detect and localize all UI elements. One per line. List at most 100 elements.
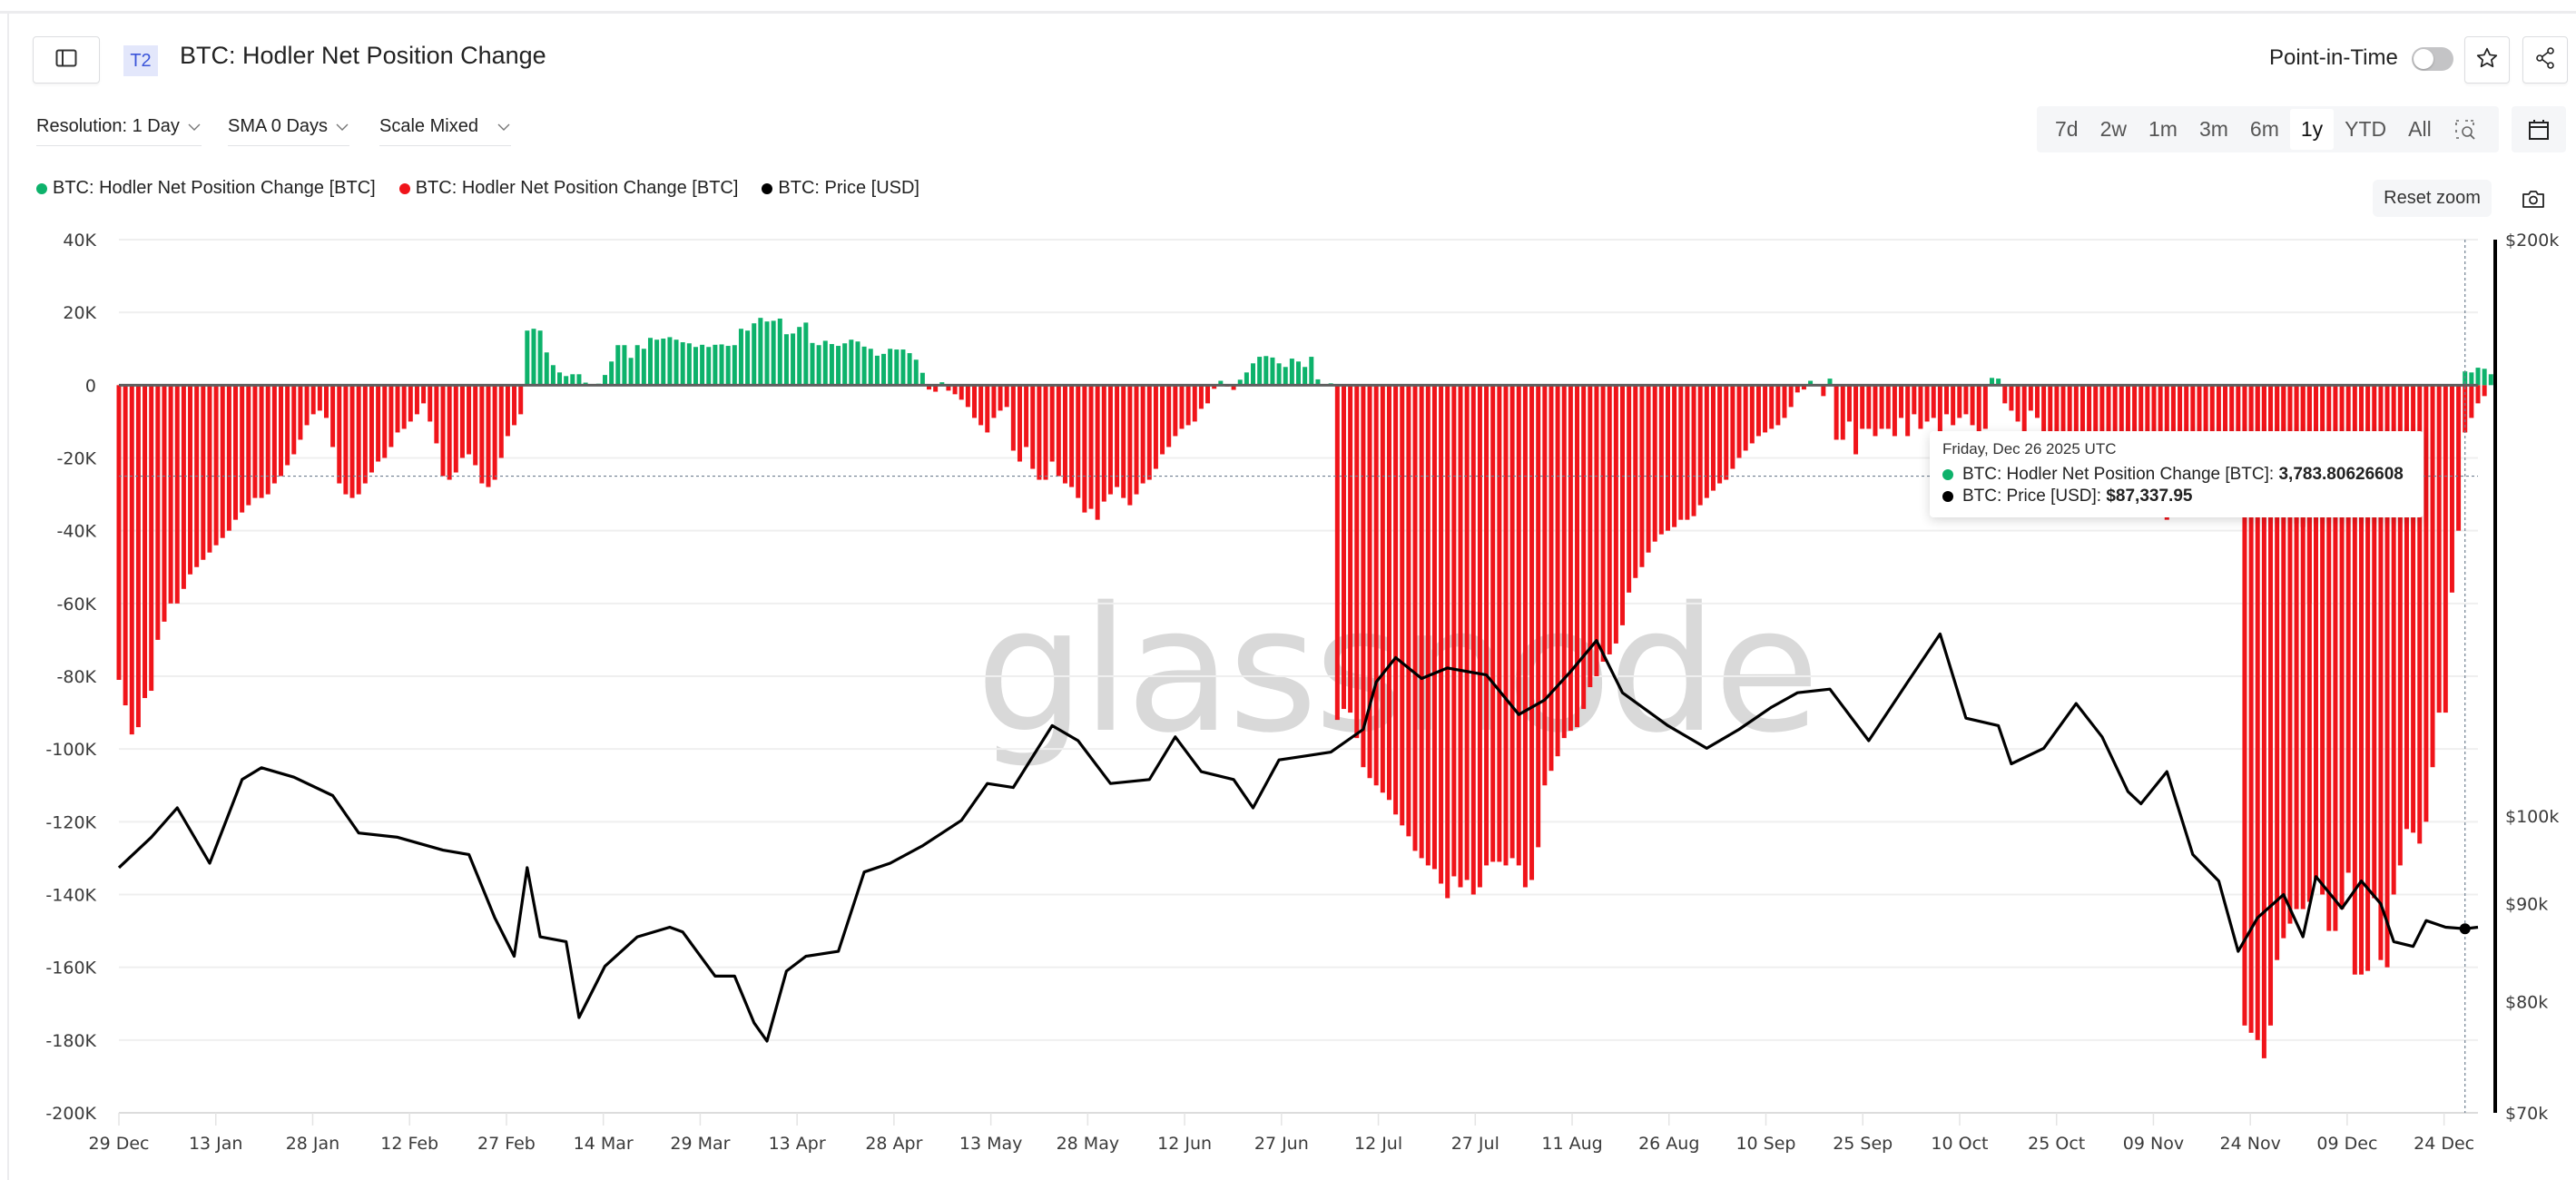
point-in-time-toggle[interactable] [2412, 47, 2453, 71]
svg-text:-120K: -120K [45, 812, 96, 832]
star-icon [2475, 46, 2499, 74]
calendar-icon [2529, 119, 2549, 140]
share-icon [2534, 46, 2556, 74]
point-in-time-label: Point-in-Time [2269, 45, 2398, 70]
red-dot-icon [398, 182, 410, 194]
screenshot-button[interactable] [2520, 185, 2547, 212]
left-border [7, 13, 9, 1180]
price-line [117, 632, 2479, 1043]
zoom-select-button[interactable] [2443, 109, 2488, 150]
svg-text:-40K: -40K [57, 522, 97, 542]
chevron-down-icon [188, 123, 201, 131]
right-y-axis: $200k $100k $90k $80k $70k [2505, 231, 2559, 1124]
svg-text:26 Aug: 26 Aug [1638, 1134, 1699, 1154]
tooltip-row-price: BTC: Price [USD]: $87,337.95 [1942, 486, 2411, 507]
resolution-label: Resolution: 1 Day [36, 116, 180, 136]
black-dot-icon [1942, 491, 1953, 502]
share-button[interactable] [2522, 36, 2568, 84]
svg-text:0: 0 [85, 376, 96, 396]
svg-text:09 Dec: 09 Dec [2316, 1134, 2377, 1154]
svg-text:-60K: -60K [57, 595, 97, 615]
svg-text:27 Jun: 27 Jun [1254, 1134, 1309, 1154]
svg-text:12 Jun: 12 Jun [1157, 1134, 1212, 1154]
svg-text:25 Sep: 25 Sep [1833, 1134, 1893, 1154]
svg-text:27 Jul: 27 Jul [1451, 1134, 1499, 1154]
svg-text:-180K: -180K [45, 1031, 96, 1051]
chart-legend: BTC: Hodler Net Position Change [BTC] BT… [36, 178, 919, 199]
range-2w[interactable]: 2w [2099, 117, 2127, 141]
chart-tooltip: Friday, Dec 26 2025 UTC BTC: Hodler Net … [1930, 431, 2424, 517]
tier-badge: T2 [123, 45, 158, 76]
range-all[interactable]: All [2408, 117, 2432, 141]
svg-text:$100k: $100k [2505, 807, 2559, 827]
x-axis: 29 Dec 13 Jan 28 Jan 12 Feb 27 Feb 14 Mar 29 M… [89, 1112, 2478, 1154]
range-6m[interactable]: 6m [2249, 117, 2279, 141]
svg-text:24 Dec: 24 Dec [2414, 1134, 2474, 1154]
svg-text:25 Oct: 25 Oct [2028, 1134, 2085, 1154]
range-7d[interactable]: 7d [2055, 117, 2079, 141]
price-hover-marker [2459, 923, 2471, 935]
svg-text:28 Jan: 28 Jan [286, 1134, 340, 1154]
svg-text:28 May: 28 May [1057, 1134, 1120, 1154]
svg-text:-80K: -80K [57, 667, 97, 687]
sma-label: SMA 0 Days [228, 116, 329, 136]
svg-text:13 May: 13 May [959, 1134, 1023, 1154]
toggle-sidebar-button[interactable] [33, 36, 100, 84]
svg-text:13 Apr: 13 Apr [769, 1134, 826, 1154]
svg-text:29 Mar: 29 Mar [670, 1134, 730, 1154]
page-title: BTC: Hodler Net Position Change [180, 42, 546, 69]
left-y-axis: 40K 20K 0 -20K -40K -60K -80K -100K -120K -140K -1… [45, 231, 96, 1124]
green-dot-icon [1942, 469, 1953, 480]
date-picker-button[interactable] [2512, 106, 2566, 152]
svg-text:27 Feb: 27 Feb [477, 1134, 536, 1154]
svg-text:09 Nov: 09 Nov [2123, 1134, 2184, 1154]
scale-label: Scale Mixed [379, 116, 478, 136]
svg-text:14 Mar: 14 Mar [574, 1134, 634, 1154]
favorite-button[interactable] [2464, 36, 2510, 84]
black-dot-icon [762, 182, 773, 194]
scale-dropdown[interactable]: Scale Mixed [379, 116, 511, 146]
svg-text:$90k: $90k [2505, 895, 2548, 915]
svg-text:-20K: -20K [57, 449, 97, 469]
svg-text:-200K: -200K [45, 1104, 96, 1124]
camera-icon [2522, 191, 2544, 208]
svg-text:11 Aug: 11 Aug [1541, 1134, 1602, 1154]
time-range-selector: 7d 2w 1m 3m 6m 1y YTD All [2037, 106, 2499, 152]
svg-text:10 Sep: 10 Sep [1735, 1134, 1795, 1154]
svg-text:28 Apr: 28 Apr [865, 1134, 922, 1154]
resolution-dropdown[interactable]: Resolution: 1 Day [36, 116, 202, 146]
green-dot-icon [36, 182, 47, 194]
svg-text:10 Oct: 10 Oct [1931, 1134, 1988, 1154]
net-position-bars [116, 318, 2493, 1058]
svg-text:-100K: -100K [45, 740, 96, 760]
svg-text:-140K: -140K [45, 886, 96, 906]
svg-text:29 Dec: 29 Dec [89, 1134, 150, 1154]
sidebar-panel-icon [55, 49, 77, 72]
svg-text:$200k: $200k [2505, 231, 2559, 251]
tooltip-date: Friday, Dec 26 2025 UTC [1942, 440, 2117, 457]
svg-text:12 Feb: 12 Feb [380, 1134, 438, 1154]
svg-text:$70k: $70k [2505, 1104, 2548, 1124]
svg-text:40K: 40K [63, 231, 96, 251]
tooltip-row-net-position: BTC: Hodler Net Position Change [BTC]: 3… [1942, 464, 2411, 486]
reset-zoom-button[interactable]: Reset zoom [2373, 180, 2492, 217]
legend-item-positive[interactable]: BTC: Hodler Net Position Change [BTC] [36, 178, 376, 199]
range-1m[interactable]: 1m [2148, 117, 2178, 141]
range-1y[interactable]: 1y [2289, 109, 2335, 150]
svg-text:$80k: $80k [2505, 993, 2548, 1013]
range-3m[interactable]: 3m [2198, 117, 2228, 141]
svg-text:13 Jan: 13 Jan [189, 1134, 243, 1154]
svg-text:12 Jul: 12 Jul [1354, 1134, 1402, 1154]
range-ytd[interactable]: YTD [2345, 117, 2387, 141]
zoom-region-icon [2454, 119, 2475, 140]
legend-item-negative[interactable]: BTC: Hodler Net Position Change [BTC] [398, 178, 738, 199]
svg-text:24 Nov: 24 Nov [2220, 1134, 2281, 1154]
toggle-knob [2414, 49, 2433, 69]
top-border [0, 11, 2576, 14]
svg-text:20K: 20K [63, 303, 96, 323]
legend-item-price[interactable]: BTC: Price [USD] [762, 178, 919, 199]
chevron-down-icon [497, 123, 510, 131]
sma-dropdown[interactable]: SMA 0 Days [228, 116, 350, 146]
chevron-down-icon [336, 123, 349, 131]
